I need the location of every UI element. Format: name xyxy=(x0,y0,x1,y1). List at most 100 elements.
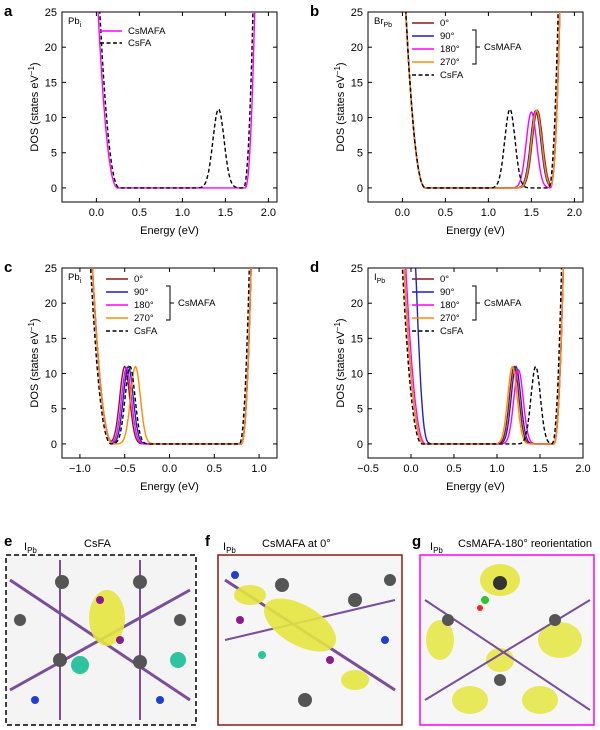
x-tick-label: 1.5 xyxy=(524,207,539,219)
x-tick-label: −0.5 xyxy=(357,463,379,475)
x-axis-label: Energy (eV) xyxy=(140,225,199,237)
legend-label: 0° xyxy=(440,18,449,29)
legend-group-label: CsMAFA xyxy=(484,298,522,309)
structure-panel-f: IPb CsMAFA at 0° xyxy=(217,538,403,726)
y-tick-label: 25 xyxy=(351,7,363,19)
series-line-270° xyxy=(405,12,561,189)
legend-label: 90° xyxy=(440,287,455,298)
panel-letter-b: b xyxy=(310,3,319,20)
legend-bracket xyxy=(472,29,480,65)
y-tick-label: 15 xyxy=(351,77,363,89)
structure-g-title: CsMAFA-180° reorientation xyxy=(458,538,592,550)
series-line-180° xyxy=(405,12,561,189)
x-tick-label: 1.5 xyxy=(218,207,233,219)
x-tick-label: 0.0 xyxy=(89,207,104,219)
x-tick-label: 1.5 xyxy=(532,463,547,475)
cs-atom xyxy=(71,656,89,674)
legend-label: 0° xyxy=(134,274,143,285)
x-tick-label: 0.5 xyxy=(207,463,222,475)
series-group xyxy=(97,12,256,189)
y-tick-label: 20 xyxy=(45,298,57,310)
x-tick-label: 0.5 xyxy=(438,207,453,219)
x-axis-label: Energy (eV) xyxy=(140,481,199,493)
x-tick-label: 1.0 xyxy=(489,463,504,475)
y-tick-label: 10 xyxy=(351,369,363,381)
legend-label: 0° xyxy=(440,274,449,285)
y-tick-label: 15 xyxy=(351,333,363,345)
series-line-CsFA xyxy=(405,12,559,189)
x-tick-label: −1.0 xyxy=(69,463,91,475)
structure-e-title: CsFA xyxy=(84,538,112,550)
y-tick-label: 10 xyxy=(351,113,363,125)
y-tick-label: 5 xyxy=(357,148,363,160)
plot-frame xyxy=(367,267,584,459)
legend-bracket xyxy=(166,285,174,321)
y-tick-label: 20 xyxy=(351,298,363,310)
y-tick-label: 20 xyxy=(351,42,363,54)
y-tick-label: 10 xyxy=(45,113,57,125)
y-tick-label: 0 xyxy=(357,439,363,451)
plot-frame xyxy=(61,11,278,203)
legend: 0° 90° 180° 270° CsFA CsMAFA xyxy=(412,274,522,337)
x-axis-label: Energy (eV) xyxy=(446,481,505,493)
structure-e-lattice xyxy=(9,560,191,720)
y-tick-label: 15 xyxy=(45,77,57,89)
series-group xyxy=(401,268,564,445)
legend-label: CsFA xyxy=(440,326,464,337)
x-tick-label: 1.0 xyxy=(251,463,266,475)
legend-label: CsMAFA xyxy=(128,26,166,37)
y-axis-label: DOS (states eV−1) xyxy=(27,318,41,407)
series-line-CsFA xyxy=(99,12,254,189)
chart-d: −0.5 0.0 0.5 1.0 1.5 2.0 0 5 10 15 20 25 Energy (eV)… xyxy=(333,263,591,493)
legend-label: 90° xyxy=(440,31,455,42)
y-tick-label: 0 xyxy=(51,439,57,451)
legend-group-label: CsMAFA xyxy=(178,298,216,309)
dos-charts: 0.0 0.5 1.0 1.5 2.0 0 5 10 15 20 25 Energy (eV) DOS … xyxy=(27,7,591,493)
plot-frame xyxy=(367,11,584,203)
panel-letter-a: a xyxy=(4,3,13,20)
x-tick-label: 2.0 xyxy=(575,463,590,475)
x-tick-label: 2.0 xyxy=(261,207,276,219)
series-group xyxy=(89,268,252,445)
series-line-CsFA xyxy=(89,268,250,445)
y-tick-label: 15 xyxy=(45,333,57,345)
structure-f-lattice xyxy=(224,571,396,707)
series-line-CsMAFA xyxy=(97,12,256,189)
structure-panel-e: IPb CsFA xyxy=(5,538,197,726)
y-axis-label: DOS (states eV−1) xyxy=(333,318,347,407)
series-group xyxy=(405,12,561,189)
legend-label: 180° xyxy=(440,44,460,55)
chart-a: 0.0 0.5 1.0 1.5 2.0 0 5 10 15 20 25 Energy (eV) DOS … xyxy=(27,7,278,237)
legend-label: CsFA xyxy=(134,326,158,337)
x-tick-label: 1.0 xyxy=(175,207,190,219)
structure-f-title: CsMAFA at 0° xyxy=(262,538,331,550)
y-tick-label: 10 xyxy=(45,369,57,381)
panel-letter-f: f xyxy=(205,533,211,550)
series-line-0° xyxy=(405,12,561,189)
legend-label: CsFA xyxy=(128,38,152,49)
y-axis-label: DOS (states eV−1) xyxy=(27,62,41,151)
legend-label: 90° xyxy=(134,287,149,298)
panel-letter-g: g xyxy=(412,533,421,550)
legend-group-label: CsMAFA xyxy=(484,42,522,53)
legend-label: 270° xyxy=(134,313,154,324)
y-tick-label: 25 xyxy=(351,263,363,275)
structure-g-lattice xyxy=(424,564,591,714)
inset-label: Pbi xyxy=(68,16,82,29)
structure-panel-g: IPb CsMAFA-180° reorientation xyxy=(419,538,595,726)
legend-label: 180° xyxy=(134,300,154,311)
y-tick-label: 5 xyxy=(51,148,57,160)
panel-letter-d: d xyxy=(310,259,319,276)
series-line-90° xyxy=(405,12,561,189)
y-tick-label: 0 xyxy=(357,183,363,195)
chart-c: −1.0 −0.5 0.0 0.5 1.0 0 5 10 15 20 25 Energy (eV) DO… xyxy=(27,263,278,493)
legend: 0° 90° 180° 270° CsFA CsMAFA xyxy=(106,274,216,337)
inset-label: Pbi xyxy=(68,272,82,285)
structure-g-label: IPb xyxy=(430,541,443,555)
y-tick-label: 0 xyxy=(51,183,57,195)
legend-bracket xyxy=(472,285,480,321)
legend-label: 270° xyxy=(440,57,460,68)
x-tick-label: −0.5 xyxy=(114,463,136,475)
